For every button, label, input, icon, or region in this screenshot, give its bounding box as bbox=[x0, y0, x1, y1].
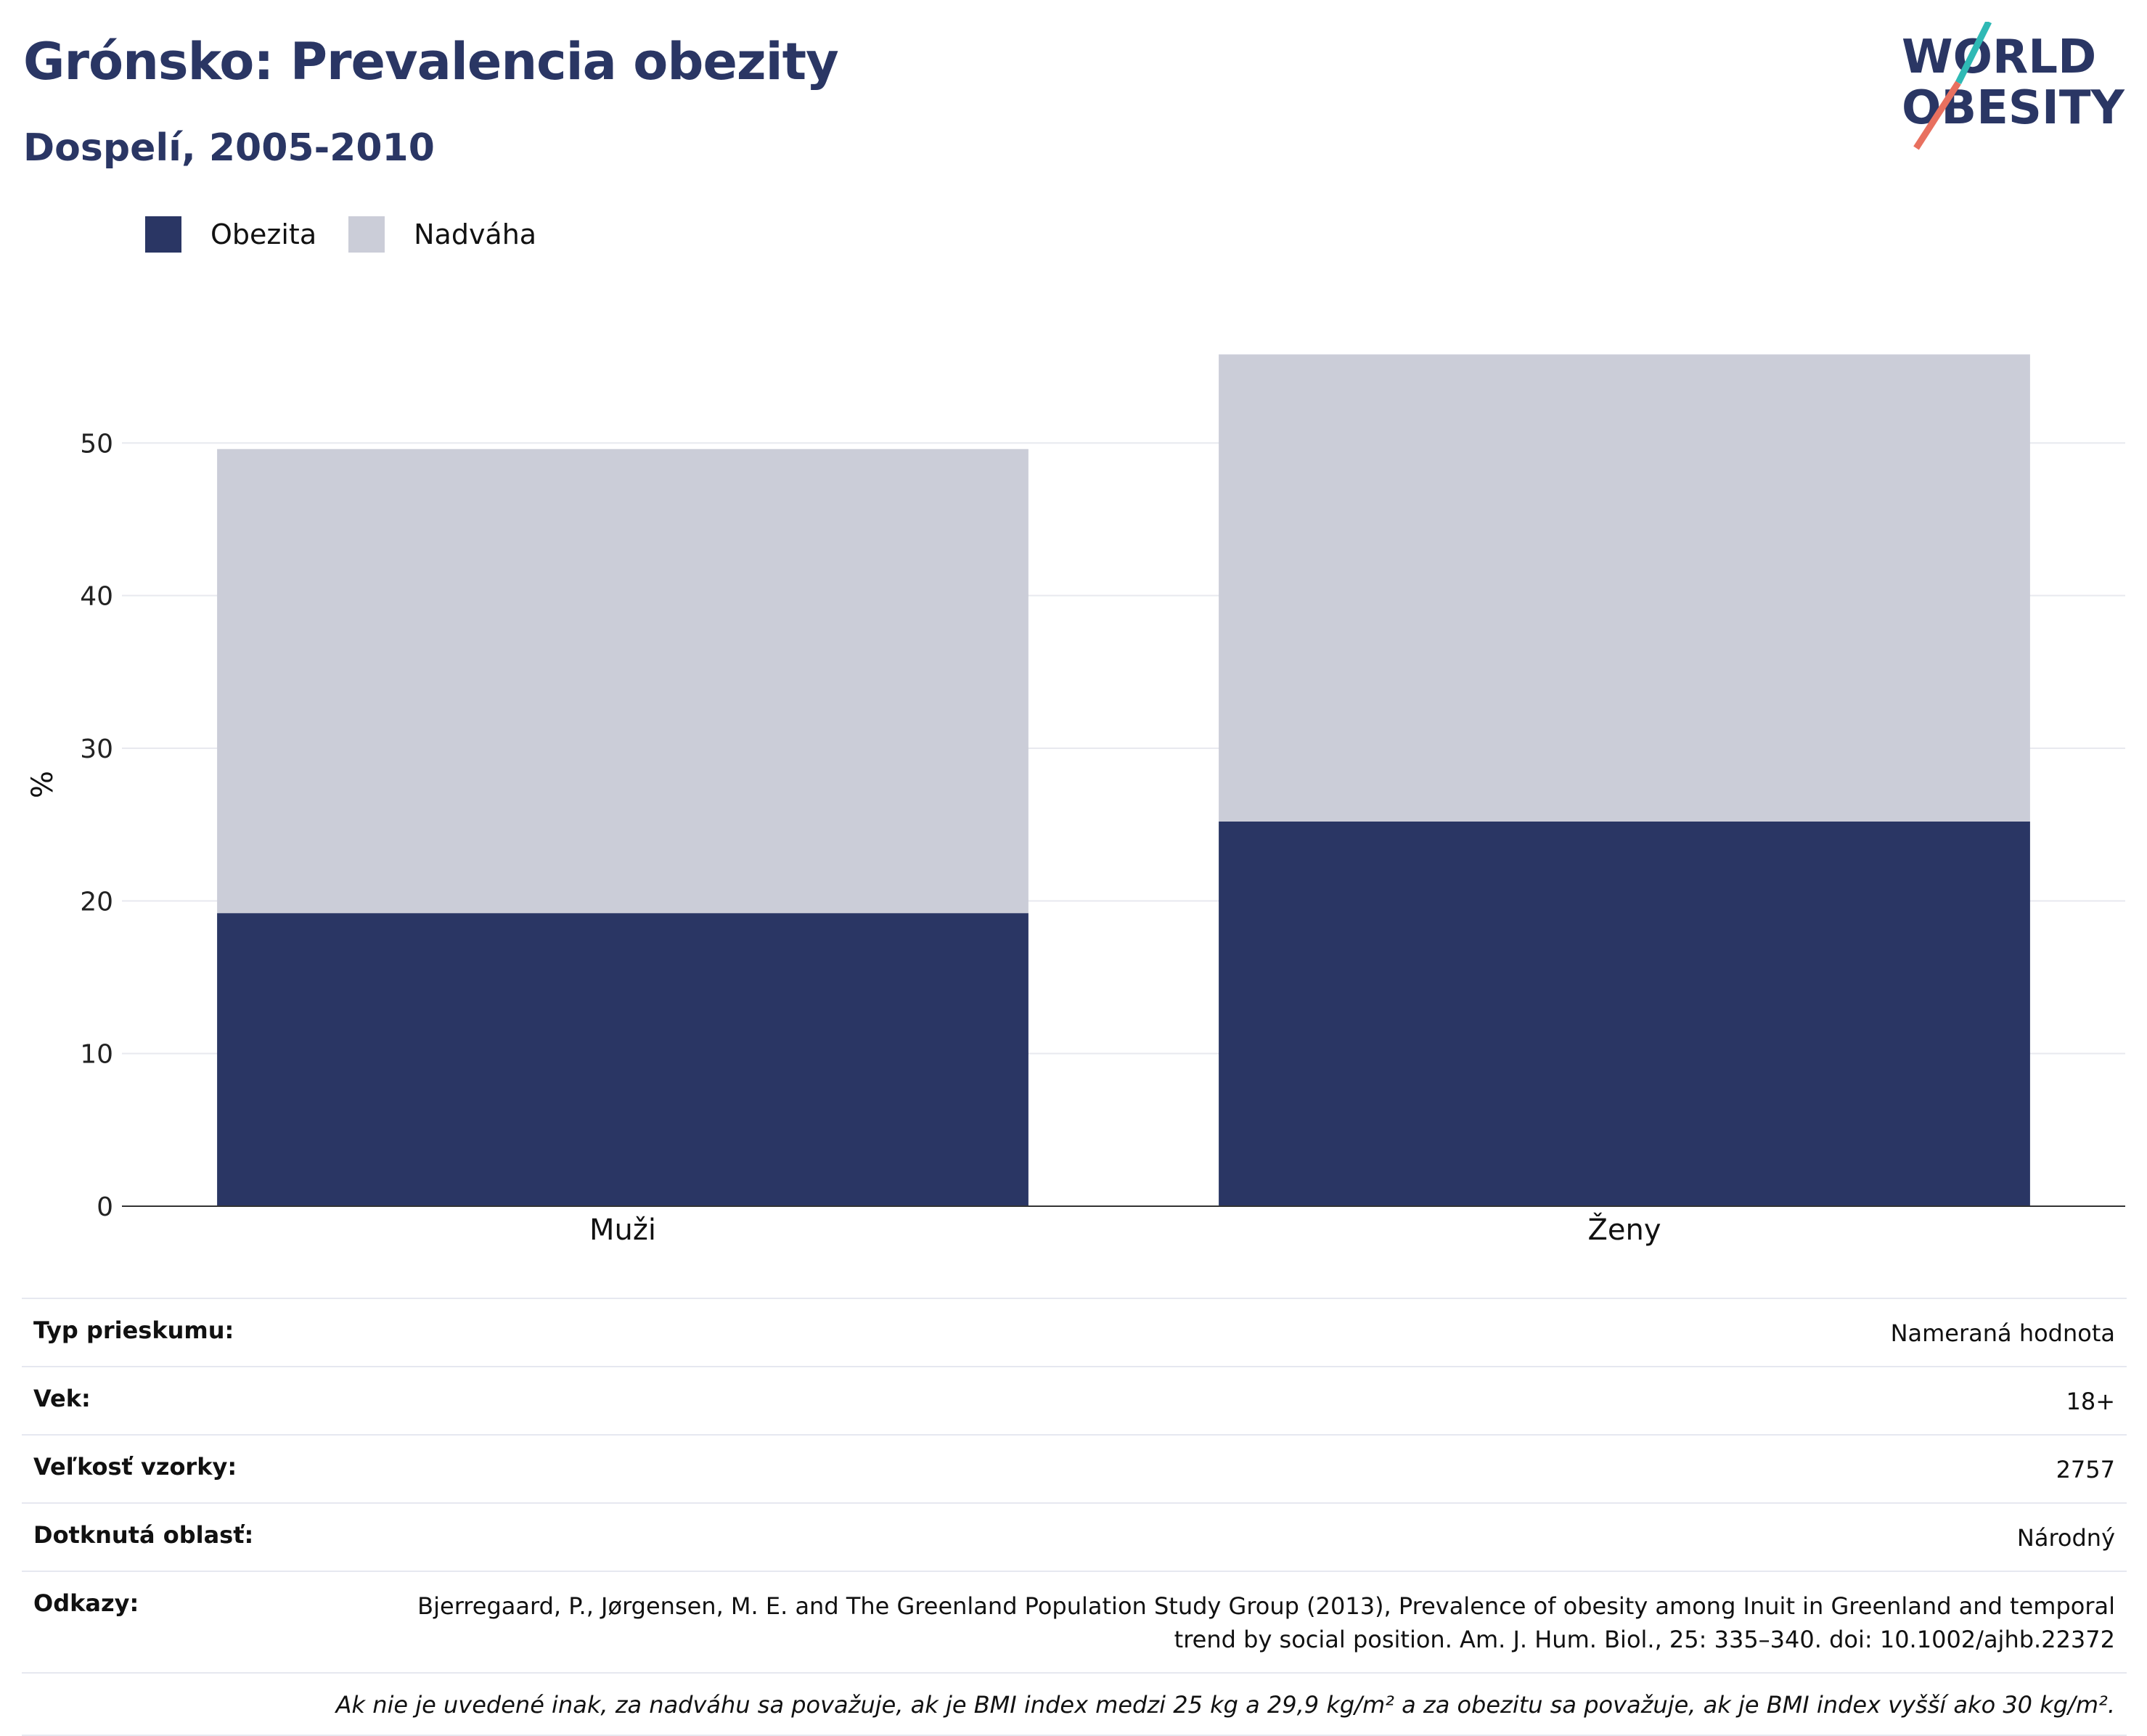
y-tick-label: 20 bbox=[80, 887, 113, 917]
y-tick-label: 10 bbox=[80, 1040, 113, 1070]
info-row-survey-type: Typ prieskumu: Nameraná hodnota bbox=[22, 1298, 2127, 1366]
info-value: 2757 bbox=[2056, 1456, 2115, 1483]
y-axis-title: % bbox=[26, 771, 60, 798]
bar-obesity bbox=[217, 913, 1028, 1206]
legend-item-obesity: Obezita bbox=[145, 216, 316, 253]
info-key: Dotknutá oblasť: bbox=[33, 1521, 254, 1549]
svg-text:WORLD: WORLD bbox=[1902, 30, 2096, 84]
y-tick-label: 30 bbox=[80, 734, 113, 764]
survey-info-table: Typ prieskumu: Nameraná hodnota Vek: 18+… bbox=[22, 1298, 2127, 1736]
info-value: 18+ bbox=[2066, 1388, 2115, 1415]
chart-subtitle: Dospelí, 2005-2010 bbox=[23, 126, 435, 170]
info-row-references: Odkazy: Bjerregaard, P., Jørgensen, M. E… bbox=[22, 1571, 2127, 1672]
bar-overweight bbox=[217, 449, 1028, 914]
info-row-age: Vek: 18+ bbox=[22, 1366, 2127, 1434]
y-tick-label: 50 bbox=[80, 429, 113, 459]
info-value: Bjerregaard, P., Jørgensen, M. E. and Th… bbox=[417, 1592, 2115, 1653]
info-key: Odkazy: bbox=[33, 1589, 139, 1617]
legend-label-obesity: Obezita bbox=[210, 218, 317, 250]
world-obesity-logo: WORLD OBESITY bbox=[1902, 22, 2124, 150]
info-value: Národný bbox=[2016, 1524, 2115, 1552]
chart-title: Grónsko: Prevalencia obezity bbox=[23, 32, 839, 91]
legend-label-overweight: Nadváha bbox=[414, 218, 537, 250]
legend-item-overweight: Nadváha bbox=[348, 216, 536, 253]
info-row-sample-size: Veľkosť vzorky: 2757 bbox=[22, 1434, 2127, 1502]
info-key: Vek: bbox=[33, 1385, 91, 1412]
x-category-label: Ženy bbox=[1587, 1212, 1661, 1247]
bar-obesity bbox=[1219, 821, 2030, 1206]
legend-swatch-overweight bbox=[348, 216, 385, 253]
bar-overweight bbox=[1219, 354, 2030, 822]
legend-swatch-obesity bbox=[145, 216, 181, 253]
y-tick-label: 0 bbox=[97, 1192, 113, 1222]
info-row-area: Dotknutá oblasť: Národný bbox=[22, 1502, 2127, 1571]
info-key: Typ prieskumu: bbox=[33, 1317, 234, 1344]
info-value: Nameraná hodnota bbox=[1890, 1319, 2115, 1347]
chart-legend: Obezita Nadváha bbox=[145, 216, 568, 253]
x-category-label: Muži bbox=[589, 1213, 656, 1247]
info-key: Veľkosť vzorky: bbox=[33, 1453, 237, 1481]
stacked-bar-chart: 0 10 20 30 40 50% Muži Ženy bbox=[26, 354, 2125, 1247]
y-tick-label: 40 bbox=[80, 582, 113, 612]
